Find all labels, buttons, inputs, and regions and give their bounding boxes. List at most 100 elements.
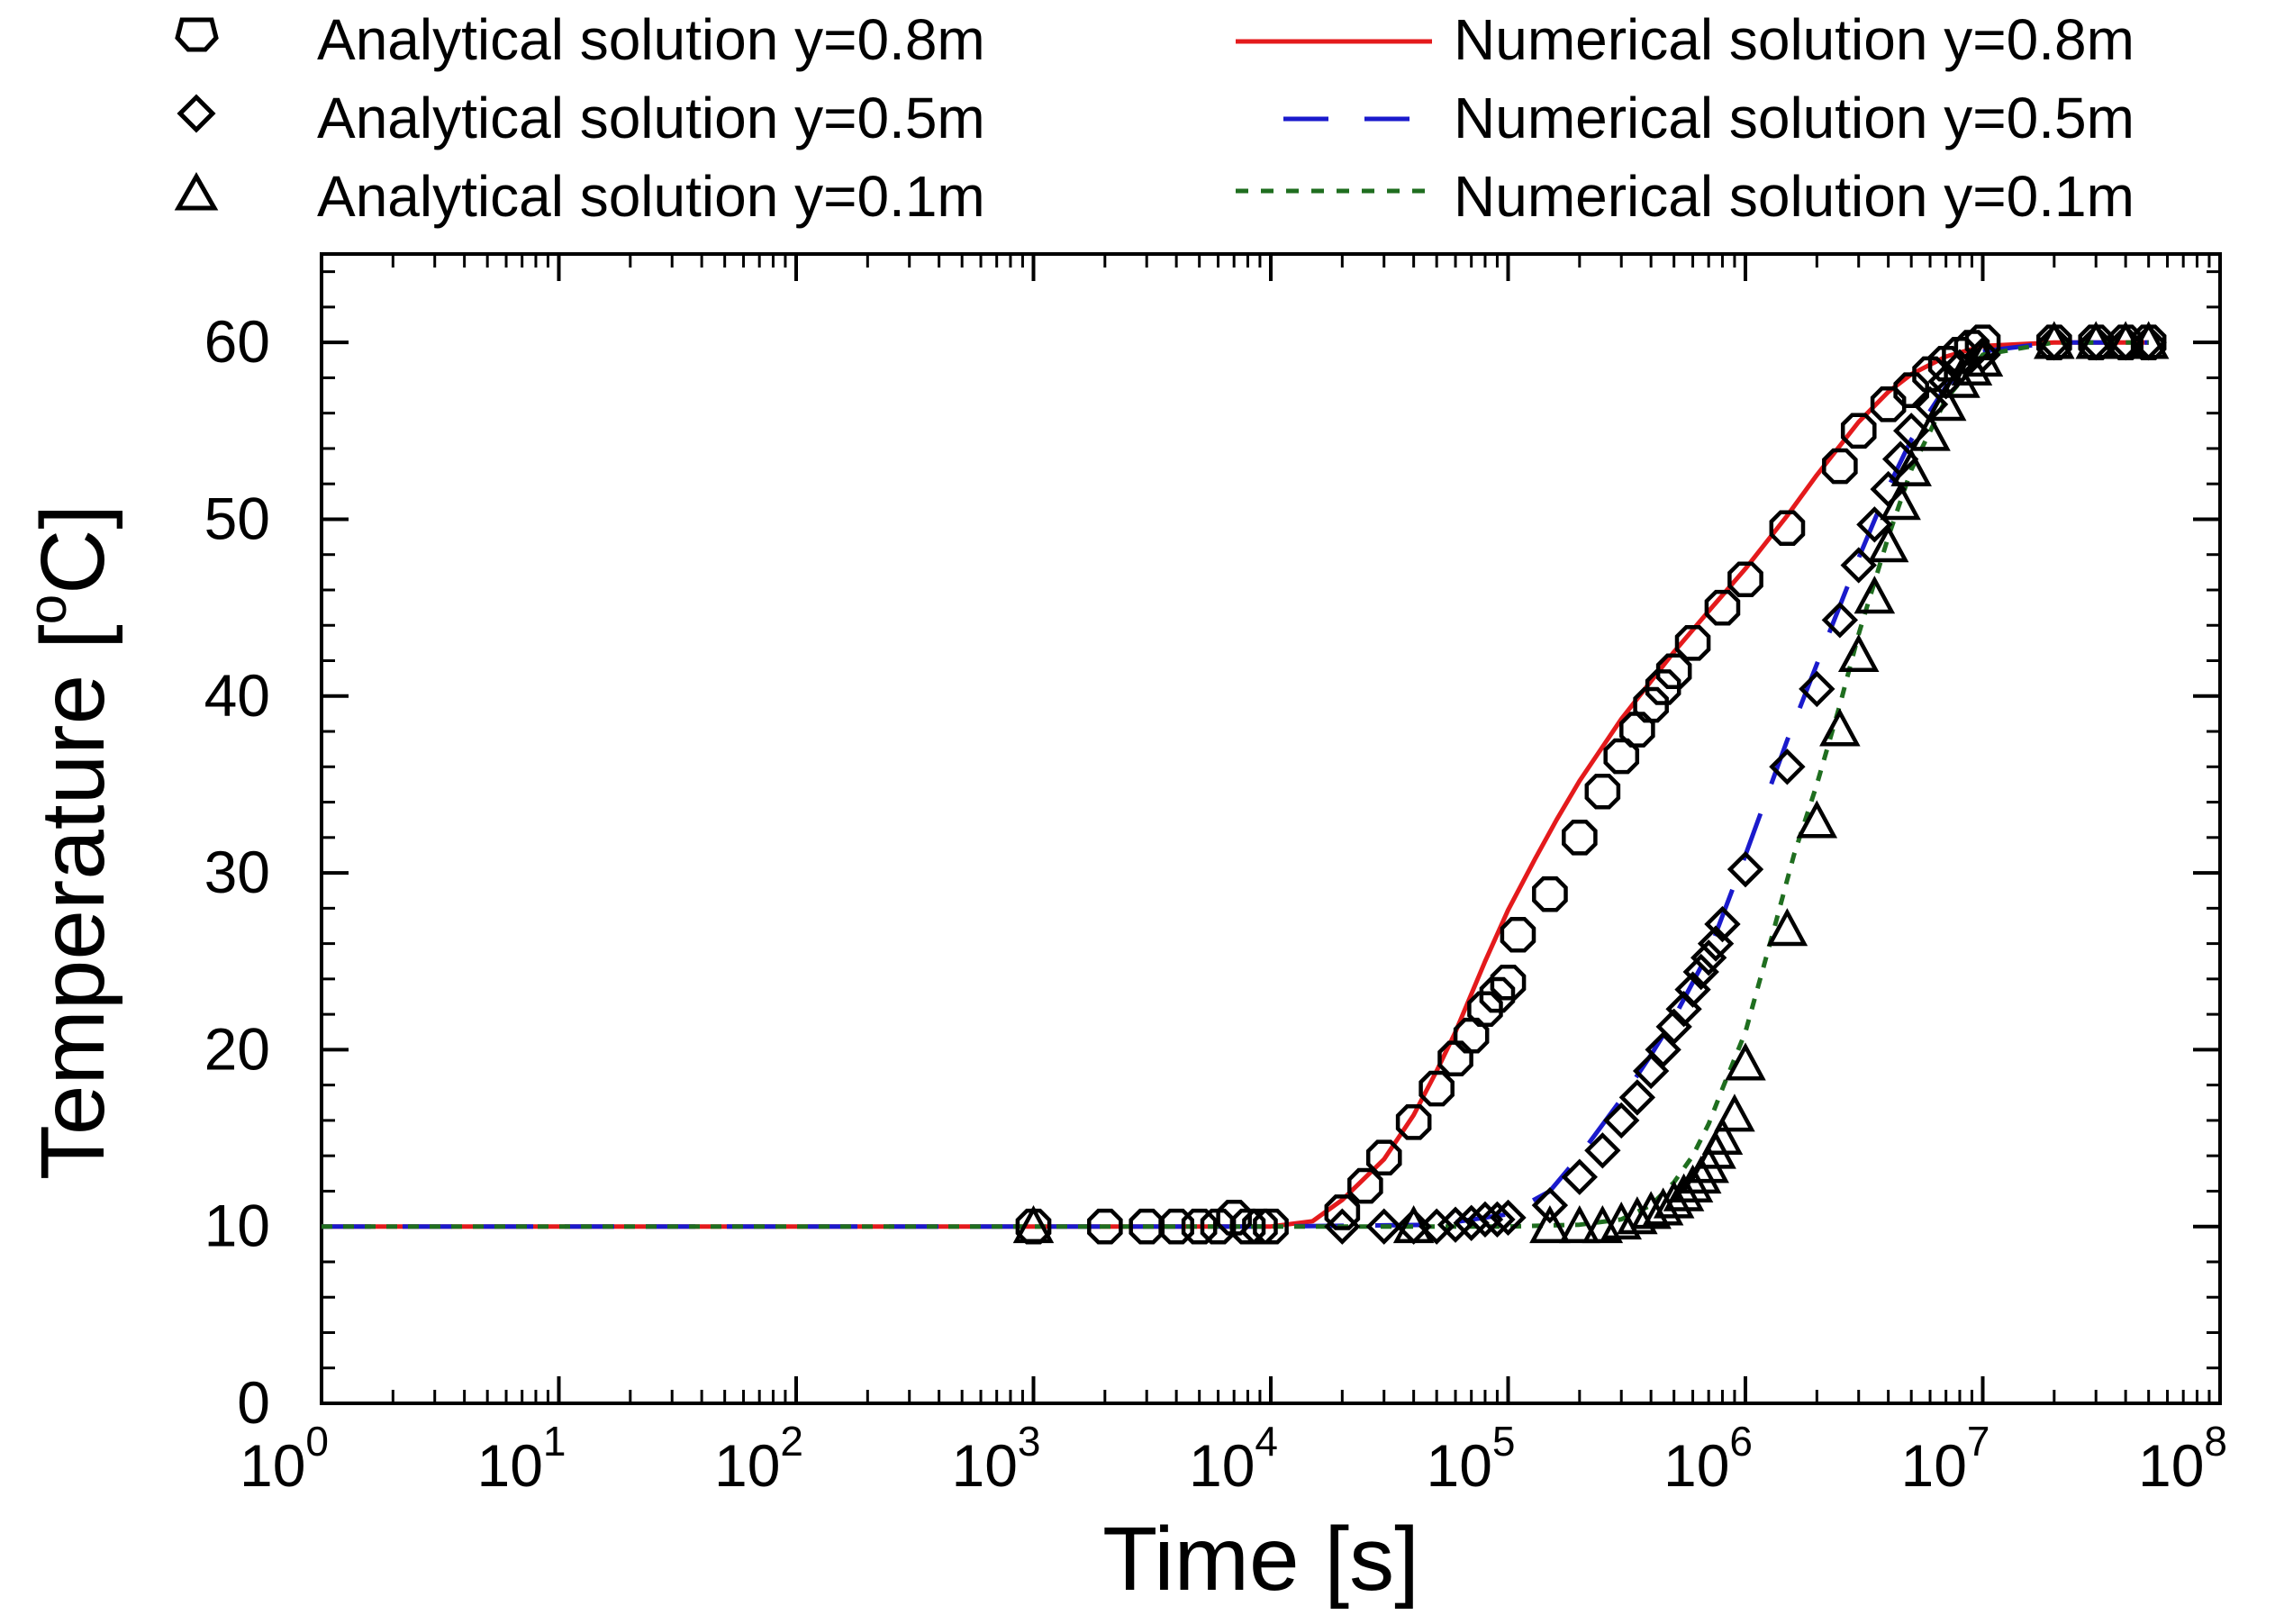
legend-label-analytical-05: Analytical solution y=0.5m <box>317 86 985 150</box>
data-point-triangle <box>1766 908 1808 947</box>
data-point-octagon <box>1633 686 1669 723</box>
data-point-octagon <box>1087 1208 1123 1245</box>
data-point-octagon <box>1216 1200 1252 1236</box>
data-point-triangle <box>1880 482 1921 521</box>
data-point-diamond <box>1490 1199 1527 1237</box>
y-tick-label: 40 <box>204 662 270 729</box>
x-tick-label: 103 <box>951 1418 1040 1499</box>
x-tick-label-exp: 7 <box>1967 1418 1990 1465</box>
data-point-triangle <box>1392 1204 1435 1244</box>
x-tick-label-base: 10 <box>1663 1432 1729 1499</box>
data-point-octagon <box>1365 1139 1402 1175</box>
legend-item-analytical-01: Analytical solution y=0.1m <box>174 164 985 229</box>
x-tick-label-exp: 4 <box>1255 1418 1278 1465</box>
data-point-octagon <box>1822 448 1858 485</box>
data-point-octagon <box>1562 820 1598 856</box>
data-point-octagon <box>1347 1167 1383 1204</box>
data-point-diamond <box>1603 1102 1640 1139</box>
data-point-diamond <box>1365 1208 1402 1245</box>
data-point-diamond <box>1704 905 1741 943</box>
data-point-triangle <box>1617 1196 1658 1235</box>
data-point-octagon <box>1181 1208 1218 1245</box>
data-point-diamond <box>1892 413 1930 449</box>
x-tick-label: 105 <box>1426 1418 1515 1499</box>
data-point-triangle <box>1714 1093 1755 1132</box>
data-point-triangle <box>1819 708 1861 747</box>
x-tick-label: 100 <box>240 1418 329 1499</box>
data-point-triangle <box>1701 1116 1744 1155</box>
data-point-diamond <box>1682 953 1719 991</box>
data-point-triangle <box>1559 1204 1600 1244</box>
x-tick-label: 107 <box>1900 1418 1989 1499</box>
numerical-line-solid <box>322 340 2149 1229</box>
data-point-triangle <box>1854 576 1896 614</box>
data-point-diamond <box>1840 547 1877 584</box>
x-tick-label-base: 10 <box>1900 1432 1966 1499</box>
y-axis-title-main: Temperature [ <box>23 624 123 1180</box>
legend: Analytical solution y=0.8m Analytical so… <box>174 7 2135 229</box>
y-axis-title-sup: o <box>17 594 77 624</box>
x-tick-label-base: 10 <box>240 1432 305 1499</box>
x-tick-label-base: 10 <box>1426 1432 1491 1499</box>
data-point-octagon <box>1893 372 1929 408</box>
data-point-triangle <box>1725 1042 1766 1081</box>
data-point-octagon <box>1467 991 1503 1028</box>
y-axis-title-end: C] <box>23 504 123 594</box>
data-point-triangle <box>2127 321 2170 359</box>
data-point-diamond <box>1821 602 1859 639</box>
data-point-diamond <box>1324 1208 1361 1245</box>
data-point-octagon <box>1727 561 1763 598</box>
data-point-triangle <box>1925 383 1967 422</box>
x-tick-label-exp: 8 <box>2204 1418 2227 1465</box>
legend-item-numerical-05: Numerical solution y=0.5m <box>1283 86 2135 150</box>
data-point-triangle <box>1529 1204 1571 1244</box>
data-point-triangle <box>1796 800 1838 839</box>
y-tick-label: 20 <box>204 1015 270 1082</box>
x-tick-label-exp: 6 <box>1729 1418 1753 1465</box>
numerical-line-dot <box>322 340 2149 1229</box>
data-point-diamond <box>1437 1206 1474 1243</box>
x-tick-label-base: 10 <box>1189 1432 1255 1499</box>
data-point-octagon <box>1964 324 2001 360</box>
x-tick-label-base: 10 <box>476 1432 542 1499</box>
x-tick-label: 102 <box>714 1418 803 1499</box>
data-point-octagon <box>1324 1194 1361 1230</box>
legend-label-analytical-08: Analytical solution y=0.8m <box>317 7 985 72</box>
data-point-diamond <box>1584 1132 1621 1169</box>
legend-item-numerical-08: Numerical solution y=0.8m <box>1236 7 2135 72</box>
y-tick-label: 0 <box>237 1369 270 1436</box>
data-point-triangle <box>1837 633 1880 673</box>
data-point-octagon <box>1418 1070 1455 1107</box>
y-tick-label: 60 <box>204 308 270 375</box>
x-tick-label-exp: 2 <box>780 1418 803 1465</box>
data-point-octagon <box>1704 589 1741 626</box>
data-point-octagon <box>1645 669 1681 705</box>
data-point-diamond <box>1618 1079 1656 1116</box>
data-point-diamond <box>1690 939 1727 976</box>
data-point-triangle <box>1012 1204 1055 1244</box>
legend-label-analytical-01: Analytical solution y=0.1m <box>317 164 985 229</box>
x-axis-title: Time [s] <box>1102 1509 1419 1610</box>
data-point-diamond <box>1727 850 1764 888</box>
legend-label-numerical-05: Numerical solution y=0.5m <box>1454 86 2135 150</box>
data-point-octagon <box>1128 1208 1165 1245</box>
data-point-diamond <box>1418 1208 1455 1245</box>
data-point-octagon <box>1200 1208 1237 1245</box>
x-tick-label-base: 10 <box>714 1432 780 1499</box>
legend-label-numerical-08: Numerical solution y=0.8m <box>1454 7 2135 72</box>
data-point-octagon <box>1532 876 1568 912</box>
legend-label-numerical-01: Numerical solution y=0.1m <box>1454 164 2135 229</box>
legend-marker-octagon <box>175 17 219 52</box>
x-tick-label-exp: 0 <box>305 1418 329 1465</box>
data-point-triangle <box>1962 339 2004 377</box>
data-point-triangle <box>2075 321 2116 359</box>
data-point-octagon <box>1769 510 1806 547</box>
data-point-octagon <box>1655 653 1692 690</box>
data-point-octagon <box>1253 1208 1289 1245</box>
data-point-triangle <box>1909 413 1951 451</box>
x-tick-label-base: 10 <box>2138 1432 2204 1499</box>
data-point-triangle <box>1867 524 1909 563</box>
x-tick-label-exp: 3 <box>1018 1418 1041 1465</box>
